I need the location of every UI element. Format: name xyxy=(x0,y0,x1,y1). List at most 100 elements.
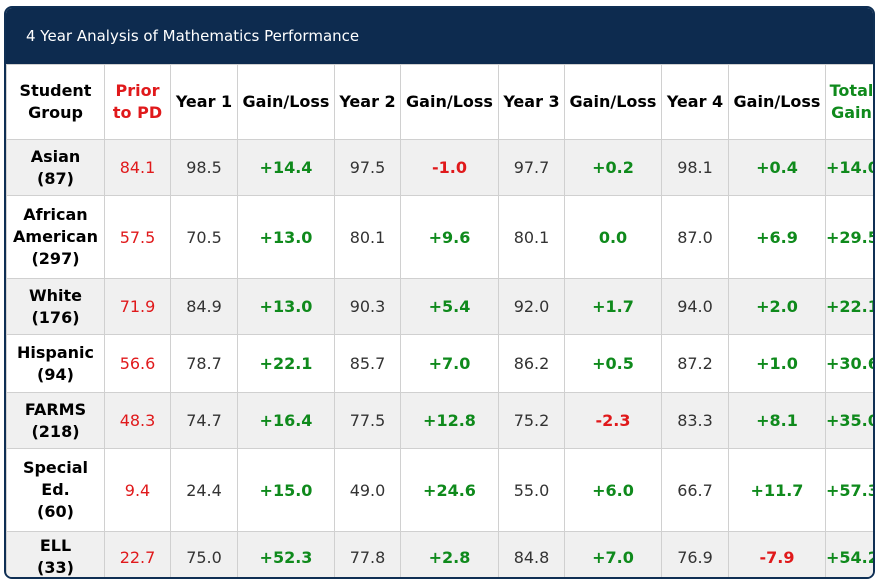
table-row: FARMS (218) 48.3 74.7 +16.4 77.5 +12.8 75.2 -2.3… xyxy=(6,392,873,449)
student-group-cell: African American (297) xyxy=(6,195,105,279)
column-header: Student Group xyxy=(6,64,105,140)
student-group-line: African xyxy=(23,205,88,224)
year1-cell: 98.5 xyxy=(170,139,238,196)
year1-cell: 75.0 xyxy=(170,531,238,577)
year2-cell: 97.5 xyxy=(334,139,401,196)
student-group-cell: ELL (33) xyxy=(6,531,105,577)
gain1-cell: +14.4 xyxy=(237,139,335,196)
column-header: Gain/Loss xyxy=(237,64,335,140)
gain3-cell: +7.0 xyxy=(564,531,662,577)
student-group-cell: FARMS (218) xyxy=(6,392,105,449)
gain1-cell: +13.0 xyxy=(237,195,335,279)
table-row: ELL (33) 22.7 75.0 +52.3 77.8 +2.8 84.8 +7.0 76.9… xyxy=(6,531,873,577)
year2-cell: 90.3 xyxy=(334,278,401,335)
column-header: Gain/Loss xyxy=(400,64,499,140)
gain3-cell: +0.2 xyxy=(564,139,662,196)
total-cell: +54.2 xyxy=(825,531,873,577)
year4-cell: 87.0 xyxy=(661,195,729,279)
year2-cell: 85.7 xyxy=(334,334,401,393)
gain3-cell: +1.7 xyxy=(564,278,662,335)
student-group-line: (60) xyxy=(37,502,74,521)
gain4-cell: +2.0 xyxy=(728,278,826,335)
student-group-line: (176) xyxy=(31,307,80,327)
year1-cell: 70.5 xyxy=(170,195,238,279)
student-group-line: (94) xyxy=(37,364,74,384)
gain2-cell: +24.6 xyxy=(400,448,499,532)
gain4-cell: +11.7 xyxy=(728,448,826,532)
gain2-cell: +5.4 xyxy=(400,278,499,335)
year3-cell: 75.2 xyxy=(498,392,565,449)
column-header: Prior to PD xyxy=(104,64,171,140)
student-group-line: Hispanic xyxy=(16,342,94,362)
student-group-cell: Asian (87) xyxy=(6,139,105,196)
year2-cell: 49.0 xyxy=(334,448,401,532)
student-group-line: Special xyxy=(22,458,89,477)
total-cell: +30.6 xyxy=(825,334,873,393)
gain4-cell: +1.0 xyxy=(728,334,826,393)
gain1-cell: +13.0 xyxy=(237,278,335,335)
student-group-cell: White (176) xyxy=(6,278,105,335)
year4-cell: 98.1 xyxy=(661,139,729,196)
student-group-cell: Hispanic (94) xyxy=(6,334,105,393)
student-group-line: Ed. xyxy=(41,480,70,499)
column-header: Total Gain xyxy=(825,64,873,140)
year1-cell: 74.7 xyxy=(170,392,238,449)
total-cell: +14.0 xyxy=(825,139,873,196)
gain4-cell: -7.9 xyxy=(728,531,826,577)
gain3-cell: +6.0 xyxy=(564,448,662,532)
year3-cell: 86.2 xyxy=(498,334,565,393)
table-row: African American (297) 57.5 70.5 +13.0 80.1 +9.… xyxy=(6,195,873,279)
gain3-cell: 0.0 xyxy=(564,195,662,279)
year2-cell: 80.1 xyxy=(334,195,401,279)
gain1-cell: +22.1 xyxy=(237,334,335,393)
table-row: Asian (87) 84.1 98.5 +14.4 97.5 -1.0 97.7 +0.2 98… xyxy=(6,139,873,196)
table-row: Hispanic (94) 56.6 78.7 +22.1 85.7 +7.0 86.2 +0.… xyxy=(6,334,873,393)
year4-cell: 87.2 xyxy=(661,334,729,393)
gain2-cell: -1.0 xyxy=(400,139,499,196)
column-header: Gain/Loss xyxy=(728,64,826,140)
year3-cell: 97.7 xyxy=(498,139,565,196)
student-group-line: (33) xyxy=(37,558,74,577)
student-group-cell: Special Ed. (60) xyxy=(6,448,105,532)
gain2-cell: +7.0 xyxy=(400,334,499,393)
column-header: Gain/Loss xyxy=(564,64,662,140)
prior-cell: 57.5 xyxy=(104,195,171,279)
gain1-cell: +16.4 xyxy=(237,392,335,449)
column-header: Year 1 xyxy=(170,64,238,140)
gain2-cell: +12.8 xyxy=(400,392,499,449)
column-header: Year 4 xyxy=(661,64,729,140)
prior-cell: 84.1 xyxy=(104,139,171,196)
total-cell: +35.0 xyxy=(825,392,873,449)
year3-cell: 84.8 xyxy=(498,531,565,577)
year4-cell: 83.3 xyxy=(661,392,729,449)
total-cell: +57.3 xyxy=(825,448,873,532)
gain4-cell: +0.4 xyxy=(728,139,826,196)
prior-cell: 56.6 xyxy=(104,334,171,393)
year4-cell: 66.7 xyxy=(661,448,729,532)
student-group-line: American xyxy=(13,227,98,246)
year3-cell: 55.0 xyxy=(498,448,565,532)
year1-cell: 84.9 xyxy=(170,278,238,335)
prior-cell: 22.7 xyxy=(104,531,171,577)
year2-cell: 77.8 xyxy=(334,531,401,577)
gain2-cell: +2.8 xyxy=(400,531,499,577)
gain1-cell: +52.3 xyxy=(237,531,335,577)
year1-cell: 24.4 xyxy=(170,448,238,532)
performance-table: Student Group Prior to PD Year 1 Gain/Loss Y… xyxy=(6,64,873,577)
year3-cell: 80.1 xyxy=(498,195,565,279)
student-group-line: (218) xyxy=(31,421,80,441)
table-row: White (176) 71.9 84.9 +13.0 90.3 +5.4 92.0 +1.7 9… xyxy=(6,278,873,335)
column-header: Year 2 xyxy=(334,64,401,140)
student-group-line: (87) xyxy=(37,168,74,188)
student-group-line: (297) xyxy=(31,249,80,268)
gain1-cell: +15.0 xyxy=(237,448,335,532)
student-group-line: FARMS xyxy=(24,399,87,419)
panel-title: 4 Year Analysis of Mathematics Performan… xyxy=(6,8,873,64)
prior-cell: 71.9 xyxy=(104,278,171,335)
student-group-line: ELL xyxy=(39,536,72,555)
gain2-cell: +9.6 xyxy=(400,195,499,279)
year1-cell: 78.7 xyxy=(170,334,238,393)
year4-cell: 76.9 xyxy=(661,531,729,577)
total-cell: +29.5 xyxy=(825,195,873,279)
table-row: Special Ed. (60) 9.4 24.4 +15.0 49.0 +24.6 55.0 +… xyxy=(6,448,873,532)
